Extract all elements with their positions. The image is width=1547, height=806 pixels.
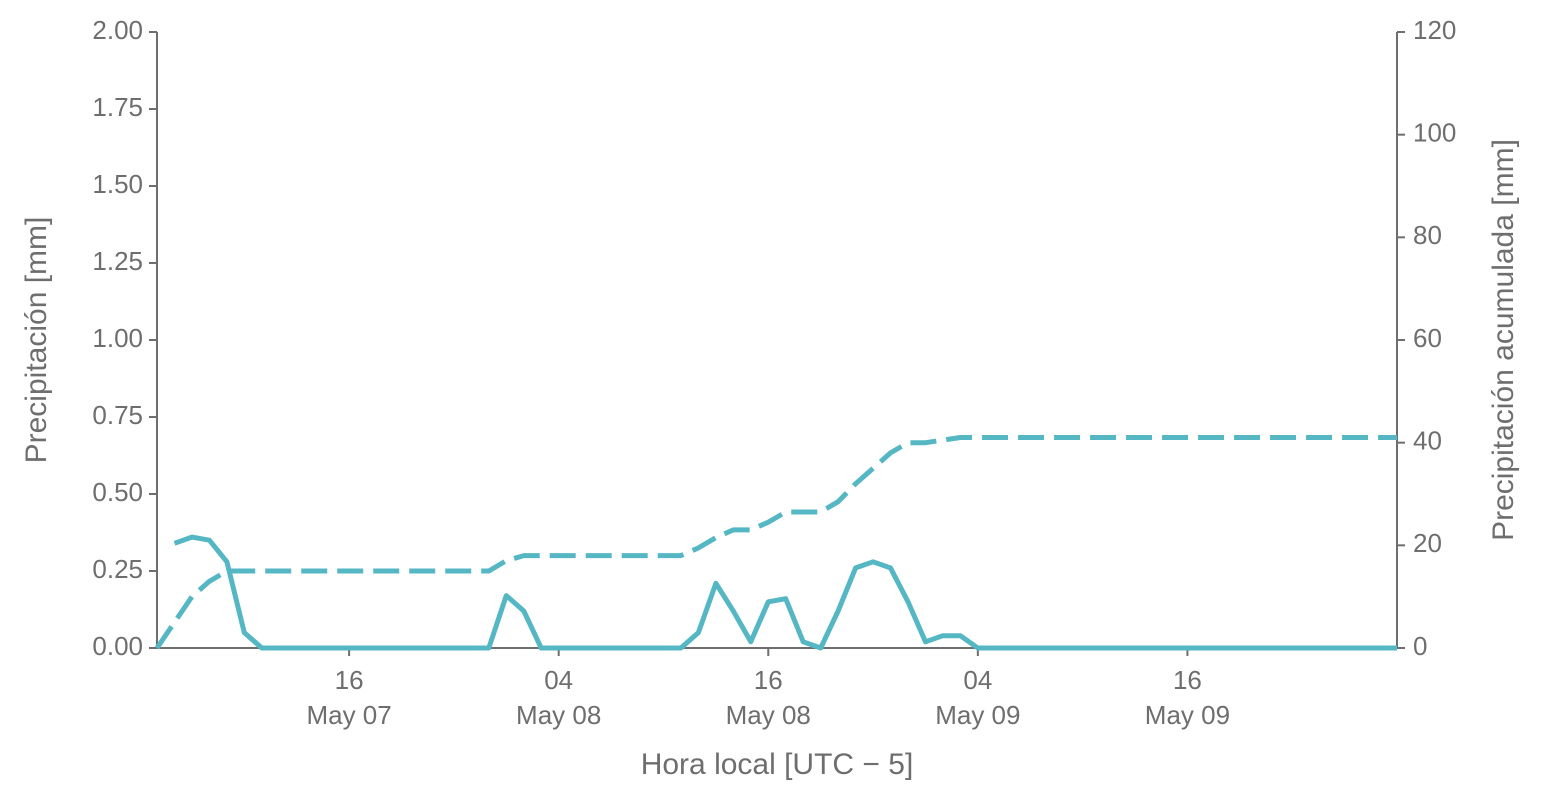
x-tick-label: May 08: [726, 700, 811, 730]
x-tick-label: May 09: [1145, 700, 1230, 730]
y-tick-label: 0.50: [92, 477, 143, 507]
y2-tick-label: 80: [1413, 220, 1442, 250]
y2-tick-label: 40: [1413, 426, 1442, 456]
y-tick-label: 1.75: [92, 92, 143, 122]
y-tick-label: 0.75: [92, 400, 143, 430]
x-tick-label: 04: [544, 665, 573, 695]
series-line: [154, 435, 1397, 650]
y-tick-label: 2.00: [92, 15, 143, 45]
x-tick-label: 16: [754, 665, 783, 695]
y-tick-label: 0.25: [92, 554, 143, 584]
y-axis-label: Precipitación [mm]: [20, 217, 53, 464]
x-tick-label: May 08: [516, 700, 601, 730]
x-tick-label: 16: [335, 665, 364, 695]
y-tick-label: 1.25: [92, 246, 143, 276]
x-tick-label: May 09: [935, 700, 1020, 730]
y2-tick-label: 100: [1413, 118, 1456, 148]
y2-tick-label: 120: [1413, 15, 1456, 45]
x-tick-label: 16: [1173, 665, 1202, 695]
y2-tick-label: 0: [1413, 631, 1427, 661]
y-tick-label: 1.00: [92, 323, 143, 353]
series-line: [173, 534, 1397, 651]
y2-tick-label: 20: [1413, 528, 1442, 558]
y-tick-label: 1.50: [92, 169, 143, 199]
y-tick-label: 0.00: [92, 631, 143, 661]
x-tick-label: May 07: [306, 700, 391, 730]
x-axis-label: Hora local [UTC − 5]: [641, 748, 914, 781]
y2-axis-label: Precipitación acumulada [mm]: [1487, 139, 1520, 541]
y2-tick-label: 60: [1413, 323, 1442, 353]
x-tick-label: 04: [963, 665, 992, 695]
